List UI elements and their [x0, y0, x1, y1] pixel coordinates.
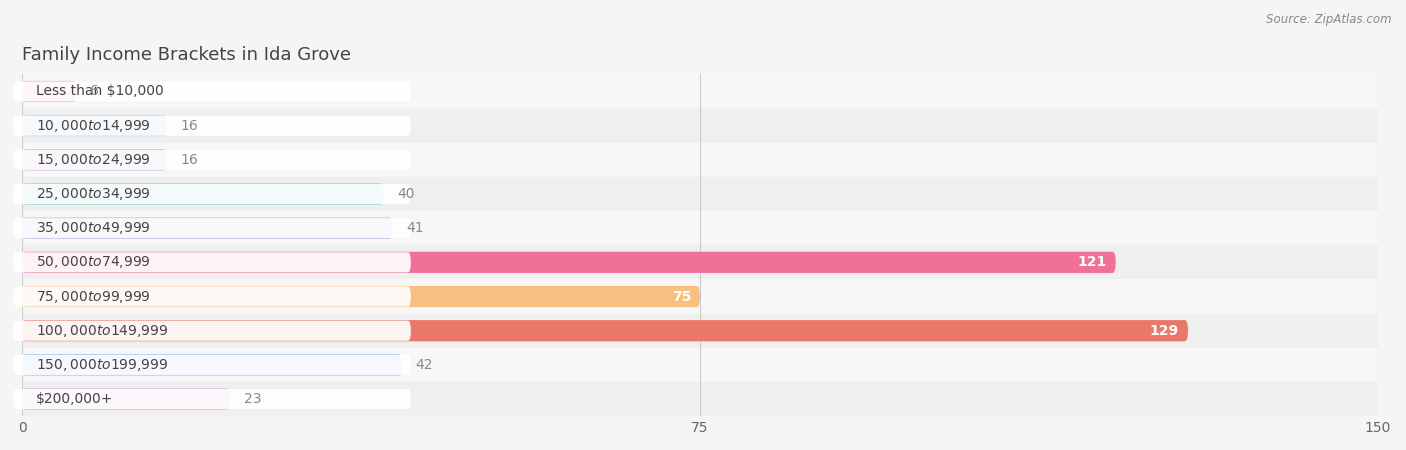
FancyBboxPatch shape [22, 320, 1188, 341]
Bar [22, 348, 1378, 382]
FancyBboxPatch shape [22, 81, 76, 102]
FancyBboxPatch shape [13, 150, 411, 170]
Text: $50,000 to $74,999: $50,000 to $74,999 [35, 254, 150, 270]
FancyBboxPatch shape [13, 321, 411, 341]
FancyBboxPatch shape [13, 252, 411, 272]
Text: 121: 121 [1077, 255, 1107, 270]
Bar [22, 177, 1378, 211]
Bar [22, 211, 1378, 245]
Bar [22, 314, 1378, 348]
Text: $10,000 to $14,999: $10,000 to $14,999 [35, 117, 150, 134]
FancyBboxPatch shape [13, 116, 411, 136]
Text: Source: ZipAtlas.com: Source: ZipAtlas.com [1267, 14, 1392, 27]
FancyBboxPatch shape [22, 184, 384, 205]
FancyBboxPatch shape [22, 115, 167, 136]
Text: $200,000+: $200,000+ [35, 392, 114, 406]
Bar [22, 382, 1378, 416]
FancyBboxPatch shape [13, 389, 411, 409]
Text: $25,000 to $34,999: $25,000 to $34,999 [35, 186, 150, 202]
Text: 129: 129 [1150, 324, 1180, 338]
FancyBboxPatch shape [22, 354, 402, 375]
FancyBboxPatch shape [22, 388, 231, 410]
FancyBboxPatch shape [13, 355, 411, 375]
Text: $15,000 to $24,999: $15,000 to $24,999 [35, 152, 150, 168]
FancyBboxPatch shape [22, 252, 1116, 273]
Text: 75: 75 [672, 289, 690, 304]
FancyBboxPatch shape [13, 218, 411, 238]
FancyBboxPatch shape [13, 81, 411, 102]
Bar [22, 245, 1378, 279]
Bar [22, 143, 1378, 177]
Text: Family Income Brackets in Ida Grove: Family Income Brackets in Ida Grove [22, 46, 351, 64]
Text: $35,000 to $49,999: $35,000 to $49,999 [35, 220, 150, 236]
Text: 16: 16 [180, 153, 198, 167]
Text: $75,000 to $99,999: $75,000 to $99,999 [35, 288, 150, 305]
Bar [22, 108, 1378, 143]
FancyBboxPatch shape [13, 287, 411, 306]
Text: 16: 16 [180, 119, 198, 133]
Bar [22, 74, 1378, 108]
FancyBboxPatch shape [22, 218, 392, 239]
Text: 41: 41 [406, 221, 425, 235]
Text: Less than $10,000: Less than $10,000 [35, 85, 163, 99]
FancyBboxPatch shape [22, 286, 700, 307]
Text: 23: 23 [243, 392, 262, 406]
Text: 6: 6 [90, 85, 98, 99]
Text: $100,000 to $149,999: $100,000 to $149,999 [35, 323, 169, 339]
Bar [22, 279, 1378, 314]
Text: $150,000 to $199,999: $150,000 to $199,999 [35, 357, 169, 373]
Text: 40: 40 [398, 187, 415, 201]
FancyBboxPatch shape [22, 149, 167, 171]
Text: 42: 42 [415, 358, 433, 372]
FancyBboxPatch shape [13, 184, 411, 204]
